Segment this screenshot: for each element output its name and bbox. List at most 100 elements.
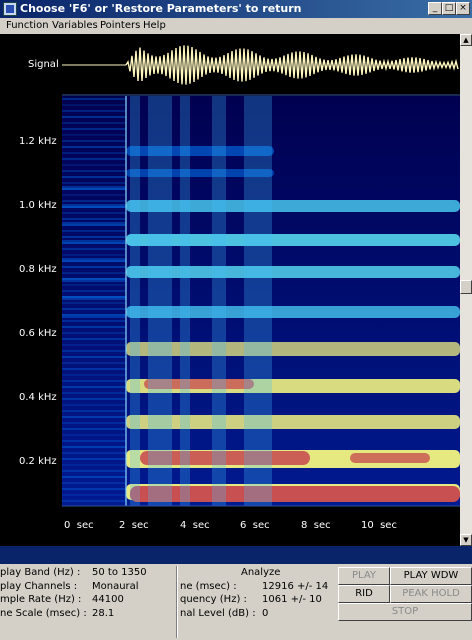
noise-row [62,188,126,190]
signal-level-label: nal Level (dB) : [180,608,256,619]
display-band-value: 50 to 1350 [92,567,147,578]
freq-label-400: 0.4 kHz [19,392,57,403]
panel-header-strip [0,546,472,564]
harmonic-band [126,200,460,212]
minimize-button[interactable]: _ [428,2,442,15]
noise-row [62,392,126,394]
scroll-down-button[interactable]: ▼ [460,534,472,546]
freq-label-800: 0.8 kHz [19,264,57,275]
vertical-scrollbar[interactable]: ▲ ▼ [460,34,472,546]
pre-band [62,314,126,318]
noise-row [62,104,126,106]
grid-button[interactable]: RID [338,585,390,603]
noise-row [62,488,126,490]
window-title: Choose 'F6' or 'Restore Parameters' to r… [20,2,302,15]
title-bar[interactable]: Choose 'F6' or 'Restore Parameters' to r… [0,0,472,18]
time-tick-0: 0 sec [64,520,94,531]
harmonic-band [126,234,460,246]
noise-row [62,122,126,124]
noise-row [62,308,126,310]
noise-row [62,320,126,322]
noise-row [62,410,126,412]
noise-row [62,164,126,166]
close-button[interactable]: × [456,2,470,15]
signal-trace [125,45,459,85]
freq-label-200: 0.2 kHz [19,456,57,467]
noise-row [62,278,126,280]
noise-row [62,440,126,442]
spectrogram-background [62,96,460,506]
peak-blob [140,451,310,465]
noise-row [62,458,126,460]
time-tick-6: 6 sec [240,520,270,531]
time-tick-10: 10 sec [361,520,397,531]
onset-column [212,96,226,506]
noise-row [62,134,126,136]
signal-waveform [125,45,459,85]
peak-blob [350,453,430,463]
time-tick-8: 8 sec [301,520,331,531]
noise-row [62,368,126,370]
time-scale-value: 28.1 [92,608,115,619]
noise-row [62,404,126,406]
signal-label: Signal [28,59,59,70]
noise-row [62,146,126,148]
scroll-up-button[interactable]: ▲ [460,34,472,46]
noise-row [62,338,126,340]
noise-row [62,266,126,268]
panel-separator [176,566,178,638]
play-button[interactable]: PLAY [338,567,390,585]
menu-function[interactable]: Function [6,20,49,31]
menu-variables[interactable]: Variables [52,20,98,31]
time-msec-value: 12916 +/- 14 [262,581,329,592]
noise-row [62,128,126,130]
noise-row [62,170,126,172]
freq-label-600: 0.6 kHz [19,328,57,339]
display-band-label: play Band (Hz) : [0,567,81,578]
app-icon[interactable] [3,2,17,16]
noise-row [62,500,126,502]
noise-row [62,386,126,388]
noise-row [62,218,126,220]
scroll-thumb[interactable] [460,280,472,294]
spectrogram-graphic[interactable] [0,34,460,546]
play-window-button[interactable]: PLAY WDW [390,567,472,585]
noise-row [62,464,126,466]
frequency-label: quency (Hz) : [180,594,247,605]
stop-button[interactable]: STOP [338,603,472,621]
pre-band [62,222,126,226]
fundamental-peak [130,486,460,502]
spectrogram-plot[interactable]: Signal 1.2 kHz 1.0 kHz 0.8 kHz 0.6 kHz 0… [0,34,460,546]
noise-row [62,446,126,448]
noise-row [62,494,126,496]
harmonic-band [126,266,460,278]
noise-row [62,374,126,376]
noise-row [62,272,126,274]
noise-row [62,428,126,430]
noise-row [62,236,126,238]
noise-row [62,158,126,160]
harmonic-band [126,415,460,429]
menu-help[interactable]: Help [143,20,166,31]
time-msec-label: ne (msec) : [180,581,237,592]
noise-row [62,176,126,178]
noise-row [62,470,126,472]
menu-bar: Function Variables Pointers Help [0,18,472,34]
noise-row [62,326,126,328]
freq-label-1000: 1.0 kHz [19,200,57,211]
noise-row [62,482,126,484]
noise-row [62,434,126,436]
peak-hold-button[interactable]: PEAK HOLD [390,585,472,603]
noise-row [62,290,126,292]
noise-row [62,194,126,196]
pre-band [62,296,126,300]
menu-pointers[interactable]: Pointers [100,20,141,31]
maximize-button[interactable]: □ [442,2,456,15]
noise-row [62,284,126,286]
noise-row [62,152,126,154]
time-tick-2: 2 sec [119,520,149,531]
noise-row [62,398,126,400]
onset-column [148,96,172,506]
display-channels-value: Monaural [92,581,139,592]
